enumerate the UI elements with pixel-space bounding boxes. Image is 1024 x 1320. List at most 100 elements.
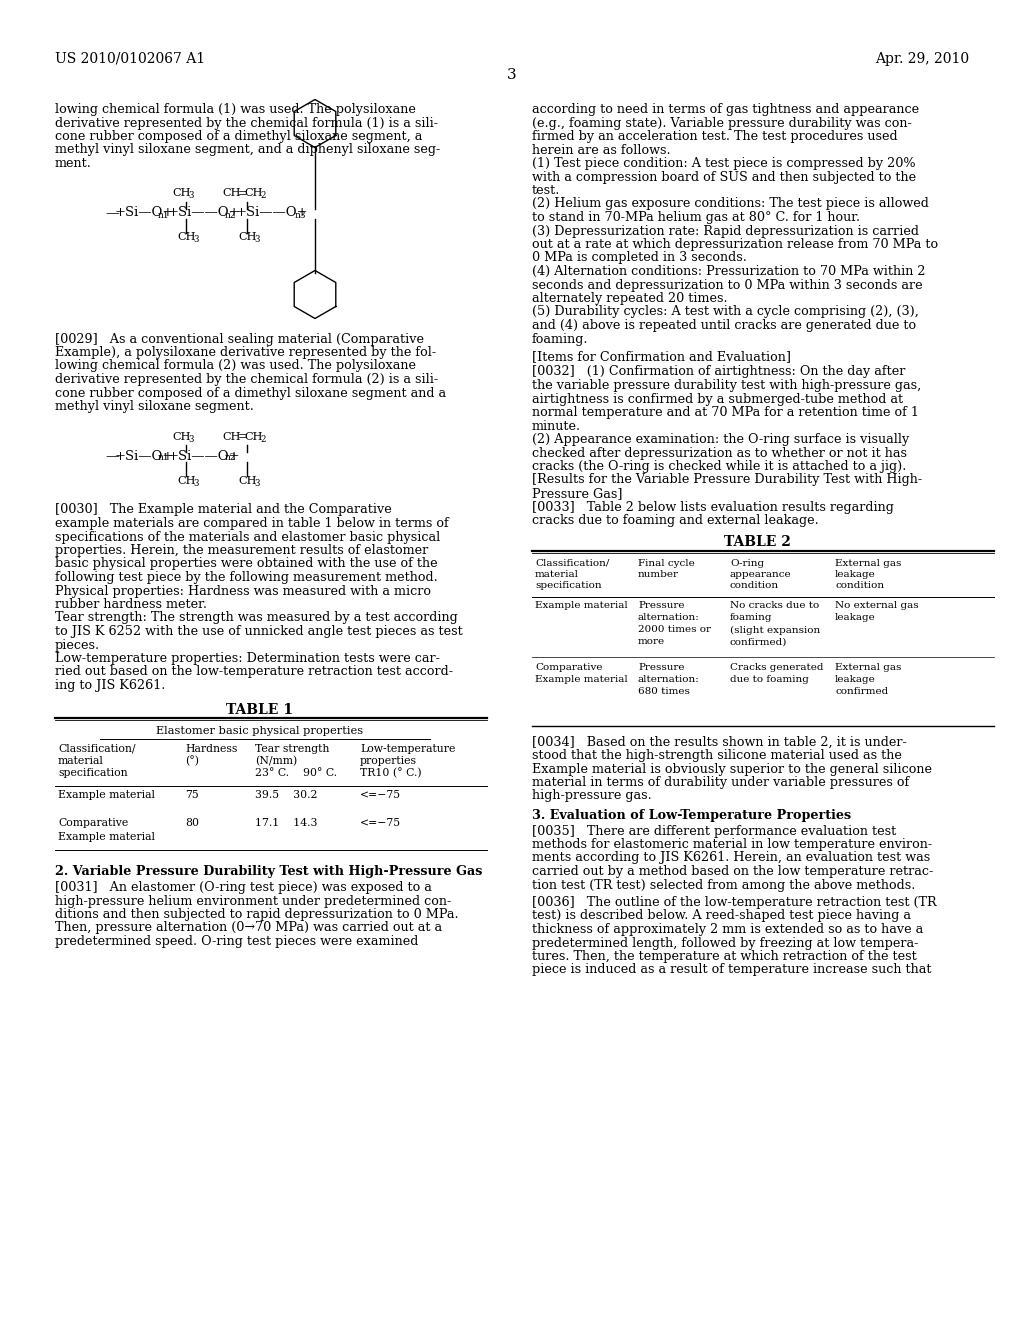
Text: [0030]   The Example material and the Comparative: [0030] The Example material and the Comp… [55,503,392,516]
Text: CH: CH [177,232,196,243]
Text: 2: 2 [260,191,265,201]
Text: 75: 75 [185,791,199,800]
Text: number: number [638,570,679,579]
Text: pieces.: pieces. [55,639,100,652]
Text: confirmed): confirmed) [730,638,787,647]
Text: to JIS K 6252 with the use of unnicked angle test pieces as test: to JIS K 6252 with the use of unnicked a… [55,624,463,638]
Text: stood that the high-strength silicone material used as the: stood that the high-strength silicone ma… [532,748,902,762]
Text: Example material: Example material [58,791,155,800]
Text: 3: 3 [188,434,194,444]
Text: [Items for Confirmation and Evaluation]: [Items for Confirmation and Evaluation] [532,350,791,363]
Text: carried out by a method based on the low temperature retrac-: carried out by a method based on the low… [532,865,933,878]
Text: (e.g., foaming state). Variable pressure durability was con-: (e.g., foaming state). Variable pressure… [532,116,911,129]
Text: No cracks due to: No cracks due to [730,602,819,610]
Text: condition: condition [835,582,884,590]
Text: cracks due to foaming and external leakage.: cracks due to foaming and external leaka… [532,513,819,527]
Text: (2) Helium gas exposure conditions: The test piece is allowed: (2) Helium gas exposure conditions: The … [532,198,929,210]
Text: n3: n3 [295,210,306,219]
Text: foaming: foaming [730,614,772,623]
Text: (5) Durability cycles: A test with a cycle comprising (2), (3),: (5) Durability cycles: A test with a cyc… [532,305,919,318]
Text: 680 times: 680 times [638,688,690,697]
Text: +Si——O+: +Si——O+ [236,206,308,219]
Text: out at a rate at which depressurization release from 70 MPa to: out at a rate at which depressurization … [532,238,938,251]
Text: [0035]   There are different performance evaluation test: [0035] There are different performance e… [532,825,896,837]
Text: Physical properties: Hardness was measured with a micro: Physical properties: Hardness was measur… [55,585,431,598]
Text: 2: 2 [260,434,265,444]
Text: 2. Variable Pressure Durability Test with High-Pressure Gas: 2. Variable Pressure Durability Test wit… [55,866,482,879]
Text: foaming.: foaming. [532,333,589,346]
Text: alternation:: alternation: [638,614,699,623]
Text: +Si—O+: +Si—O+ [115,450,174,462]
Text: Example), a polysiloxane derivative represented by the fol-: Example), a polysiloxane derivative repr… [55,346,436,359]
Text: cone rubber composed of a dimethyl siloxane segment and a: cone rubber composed of a dimethyl silox… [55,387,446,400]
Text: Tear strength: The strength was measured by a test according: Tear strength: The strength was measured… [55,611,458,624]
Text: Comparative: Comparative [58,818,128,829]
Text: Pressure Gas]: Pressure Gas] [532,487,623,500]
Text: predetermined speed. O-ring test pieces were examined: predetermined speed. O-ring test pieces … [55,935,419,948]
Text: Example material: Example material [58,832,155,842]
Text: [0031]   An elastomer (O-ring test piece) was exposed to a: [0031] An elastomer (O-ring test piece) … [55,880,432,894]
Text: (°): (°) [185,755,199,766]
Text: predetermined length, followed by freezing at low tempera-: predetermined length, followed by freezi… [532,936,919,949]
Text: (3) Depressurization rate: Rapid depressurization is carried: (3) Depressurization rate: Rapid depress… [532,224,919,238]
Text: methyl vinyl siloxane segment, and a diphenyl siloxane seg-: methyl vinyl siloxane segment, and a dip… [55,144,440,157]
Text: ried out based on the low-temperature retraction test accord-: ried out based on the low-temperature re… [55,665,453,678]
Text: alternation:: alternation: [638,676,699,685]
Text: leakage: leakage [835,614,876,623]
Text: methods for elastomeric material in low temperature environ-: methods for elastomeric material in low … [532,838,932,851]
Text: confirmed: confirmed [835,688,888,697]
Text: +Si——O+: +Si——O+ [168,206,241,219]
Text: No external gas: No external gas [835,602,919,610]
Text: (slight expansion: (slight expansion [730,626,820,635]
Text: cracks (the O-ring is checked while it is attached to a jig).: cracks (the O-ring is checked while it i… [532,459,906,473]
Text: <=−75: <=−75 [360,818,401,829]
Text: 23° C.    90° C.: 23° C. 90° C. [255,767,337,777]
Text: ing to JIS K6261.: ing to JIS K6261. [55,678,165,692]
Text: (N/mm): (N/mm) [255,755,297,766]
Text: —: — [105,450,119,463]
Text: test) is described below. A reed-shaped test piece having a: test) is described below. A reed-shaped … [532,909,911,923]
Text: 0 MPa is completed in 3 seconds.: 0 MPa is completed in 3 seconds. [532,252,746,264]
Text: Then, pressure alternation (0→70 MPa) was carried out at a: Then, pressure alternation (0→70 MPa) wa… [55,921,442,935]
Text: leakage: leakage [835,676,876,685]
Text: Pressure: Pressure [638,664,684,672]
Text: [0036]   The outline of the low-temperature retraction test (TR: [0036] The outline of the low-temperatur… [532,896,937,909]
Text: Comparative: Comparative [535,664,602,672]
Text: CH: CH [244,432,262,441]
Text: 3: 3 [254,235,259,244]
Text: minute.: minute. [532,420,582,433]
Text: Tear strength: Tear strength [255,743,330,754]
Text: Apr. 29, 2010: Apr. 29, 2010 [874,51,969,66]
Text: rubber hardness meter.: rubber hardness meter. [55,598,207,611]
Text: TR10 (° C.): TR10 (° C.) [360,767,422,777]
Text: Elastomer basic physical properties: Elastomer basic physical properties [157,726,364,735]
Text: tion test (TR test) selected from among the above methods.: tion test (TR test) selected from among … [532,879,915,891]
Text: checked after depressurization as to whether or not it has: checked after depressurization as to whe… [532,446,907,459]
Text: Final cycle: Final cycle [638,558,694,568]
Text: Pressure: Pressure [638,602,684,610]
Text: Example material: Example material [535,602,628,610]
Text: material: material [58,755,103,766]
Text: leakage: leakage [835,570,876,579]
Text: the variable pressure durability test with high-pressure gas,: the variable pressure durability test wi… [532,379,922,392]
Text: cone rubber composed of a dimethyl siloxane segment, a: cone rubber composed of a dimethyl silox… [55,129,422,143]
Text: Low-temperature: Low-temperature [360,743,456,754]
Text: basic physical properties were obtained with the use of the: basic physical properties were obtained … [55,557,437,570]
Text: n2: n2 [225,454,237,462]
Text: derivative represented by the chemical formula (2) is a sili-: derivative represented by the chemical f… [55,374,438,385]
Text: more: more [638,638,666,647]
Text: 3. Evaluation of Low-Temperature Properties: 3. Evaluation of Low-Temperature Propert… [532,809,851,822]
Text: ments according to JIS K6261. Herein, an evaluation test was: ments according to JIS K6261. Herein, an… [532,851,930,865]
Text: —: — [105,206,119,220]
Text: External gas: External gas [835,558,901,568]
Text: firmed by an acceleration test. The test procedures used: firmed by an acceleration test. The test… [532,129,898,143]
Text: TABLE 1: TABLE 1 [226,702,294,717]
Text: 3: 3 [193,235,199,244]
Text: n1: n1 [158,210,170,219]
Text: specification: specification [58,767,128,777]
Text: [0032]   (1) Confirmation of airtightness: On the day after: [0032] (1) Confirmation of airtightness:… [532,366,905,379]
Text: n2: n2 [225,210,237,219]
Text: example materials are compared in table 1 below in terms of: example materials are compared in table … [55,517,449,531]
Text: with a compression board of SUS and then subjected to the: with a compression board of SUS and then… [532,170,916,183]
Text: (1) Test piece condition: A test piece is compressed by 20%: (1) Test piece condition: A test piece i… [532,157,915,170]
